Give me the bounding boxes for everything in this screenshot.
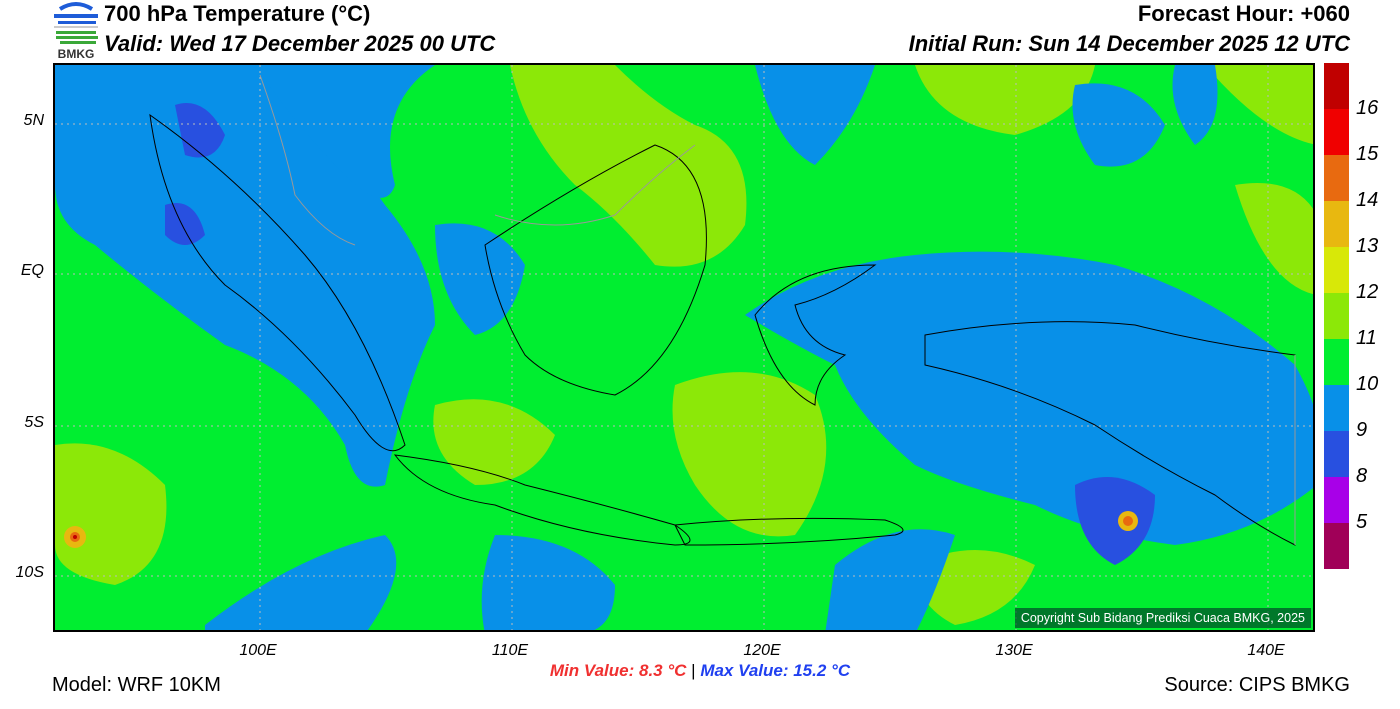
lat-label-5s: 5S [24,414,44,431]
colorbar [1324,63,1349,569]
max-value: Max Value: 15.2 °C [700,661,851,680]
lon-label-100e: 100E [239,642,277,659]
colorbar-swatch [1324,63,1349,109]
initial-run: Initial Run: Sun 14 December 2025 12 UTC [908,31,1350,56]
min-max-values: Min Value: 8.3 °C | Max Value: 15.2 °C [0,661,1400,681]
colorbar-swatch [1324,155,1349,201]
colorbar-label: 5 [1356,511,1368,533]
model-name: Model: WRF 10KM [52,674,221,696]
bmkg-logo: BMKG [52,1,100,61]
lat-label-10s: 10S [15,564,44,581]
colorbar-swatch [1324,385,1349,431]
colorbar-swatch [1324,201,1349,247]
valid-time: Valid: Wed 17 December 2025 00 UTC [104,31,496,56]
temperature-field [55,65,1313,630]
colorbar-swatch [1324,477,1349,523]
colorbar-swatch [1324,247,1349,293]
copyright-notice: Copyright Sub Bidang Prediksi Cuaca BMKG… [1014,608,1311,628]
map-title: 700 hPa Temperature (°C) [104,1,371,26]
lat-label-5n: 5N [23,112,44,129]
colorbar-swatch [1324,339,1349,385]
lat-label-eq: EQ [20,262,44,279]
colorbar-label: 11 [1356,327,1377,349]
data-source: Source: CIPS BMKG [1164,674,1350,696]
colorbar-label: 13 [1356,235,1379,257]
lon-label-130e: 130E [995,642,1033,659]
colorbar-swatch [1324,109,1349,155]
lon-label-110e: 110E [491,642,529,659]
separator: | [691,661,696,680]
colorbar-swatch [1324,523,1349,569]
colorbar-label: 12 [1356,281,1379,303]
temperature-map[interactable]: Copyright Sub Bidang Prediksi Cuaca BMKG… [53,63,1315,632]
lon-label-120e: 120E [743,642,781,659]
colorbar-label: 10 [1356,373,1379,395]
colorbar-label: 16 [1356,97,1379,119]
forecast-hour: Forecast Hour: +060 [1137,1,1350,26]
colorbar-label: 8 [1356,465,1368,487]
colorbar-swatch [1324,431,1349,477]
colorbar-label: 14 [1356,189,1379,211]
svg-text:BMKG: BMKG [58,47,95,61]
lon-label-140e: 140E [1247,642,1285,659]
colorbar-swatch [1324,293,1349,339]
min-value: Min Value: 8.3 °C [549,661,687,680]
colorbar-label: 9 [1356,419,1368,441]
colorbar-label: 15 [1356,143,1379,165]
